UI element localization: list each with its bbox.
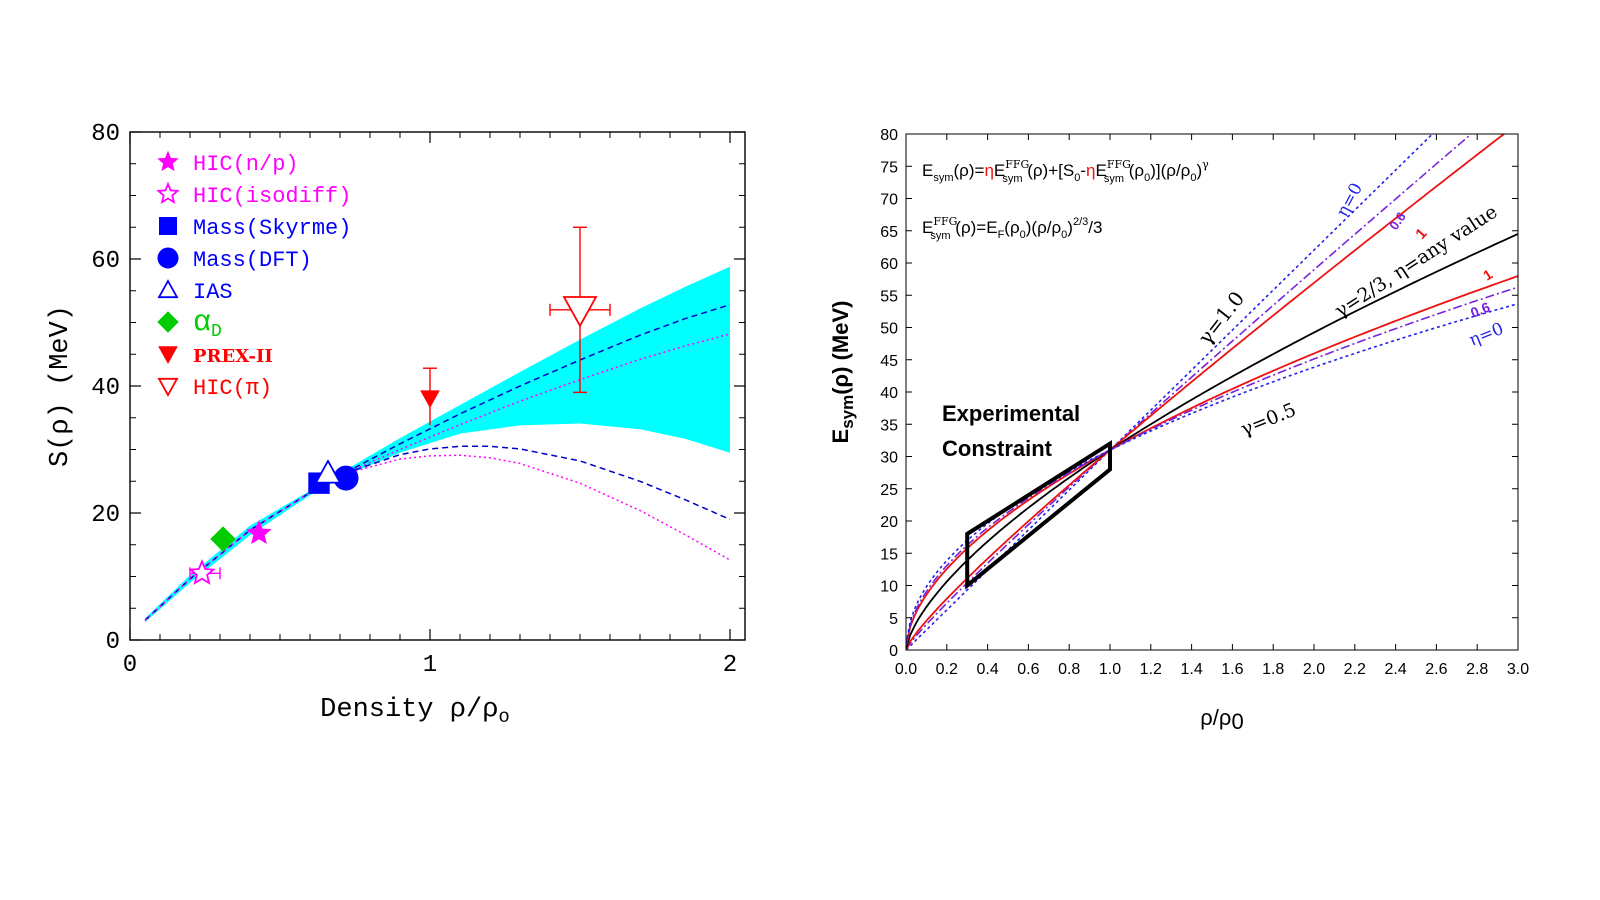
esym-curve-5 — [906, 275, 1518, 646]
left-markers-layer — [188, 226, 611, 585]
uncertainty-band — [145, 266, 730, 623]
label-eta06-top: 0.6 — [1386, 209, 1409, 232]
x-tick-label: 0.0 — [895, 661, 917, 678]
y-tick-label: 70 — [880, 192, 898, 209]
right-plot-frame — [905, 133, 1519, 651]
esym-curve-7 — [906, 302, 1518, 644]
x-tick-label: 2.0 — [1303, 661, 1325, 678]
right-chart: 0.0 0.2 0.4 0.6 0.8 1.0 1.2 1.4 1.6 1.8 2.0 2.2 2.4 2… — [828, 127, 1529, 734]
data-marker-5 — [314, 459, 342, 484]
y-tick-label: 45 — [880, 353, 898, 370]
y-tick-label: 50 — [880, 321, 898, 338]
data-marker-7 — [420, 390, 440, 409]
esym-curve-2 — [906, 134, 1473, 650]
x-tick-label: 2.6 — [1425, 661, 1447, 678]
x-tick-label: 2.8 — [1466, 661, 1488, 678]
legend-marker-7 — [158, 346, 178, 365]
right-x-axis-label: ρ/ρ0 — [1200, 705, 1243, 734]
y-tick-label: 60 — [880, 256, 898, 273]
right-y-axis-label: Esym(ρ) (MeV) — [828, 301, 857, 444]
y-tick-label: 60 — [91, 248, 120, 275]
y-tick-label: 15 — [880, 546, 898, 563]
legend-label-3: Mass(Skyrme) — [193, 216, 351, 241]
y-tick-label: 35 — [880, 417, 898, 434]
left-band-layer — [145, 266, 730, 623]
x-tick-label: 2 — [723, 652, 737, 679]
legend-marker-1 — [157, 150, 179, 172]
legend-label-6: αD — [193, 306, 222, 342]
esym-curve-1 — [906, 134, 1434, 650]
data-marker-1 — [246, 519, 272, 545]
y-tick-label: 20 — [880, 514, 898, 531]
x-tick-label: 0.4 — [976, 661, 998, 678]
y-tick-label: 40 — [91, 375, 120, 402]
esym-curve-6 — [906, 286, 1518, 645]
series-line-3 — [144, 445, 731, 621]
x-tick-label: 0.6 — [1017, 661, 1039, 678]
legend-label-2: HIC(isodiff) — [193, 184, 351, 209]
y-tick-label: 55 — [880, 288, 898, 305]
legend-marker-4 — [157, 247, 179, 269]
label-gamma-1: γ=1.0 — [1193, 287, 1249, 349]
formula-effg: EFFG sym (ρ)=EF(ρ0)(ρ/ρ0)2/3/3 — [922, 215, 1102, 242]
y-tick-label: 80 — [91, 121, 120, 148]
esym-curve-3 — [906, 134, 1506, 650]
data-marker-6 — [210, 526, 236, 552]
label-gamma-0-5: γ=0.5 — [1238, 399, 1300, 441]
x-tick-label: 1.8 — [1262, 661, 1284, 678]
legend-marker-3 — [159, 217, 177, 235]
left-y-axis-label: S(ρ) (MeV) — [46, 305, 76, 467]
right-annotations: γ=1.0 γ=2/3, η=any valueγ=0.5η=00.6110.6η… — [1193, 180, 1507, 441]
x-tick-label: 0.8 — [1058, 661, 1080, 678]
right-ticks-layer: 0.0 0.2 0.4 0.6 0.8 1.0 1.2 1.4 1.6 1.8 2.0 2.2 2.4 2… — [880, 127, 1529, 678]
data-marker-8 — [562, 296, 598, 328]
x-tick-label: 2.4 — [1384, 661, 1406, 678]
label-eta0-bot: η=0 — [1466, 319, 1506, 351]
esym-curve-4 — [906, 232, 1518, 649]
legend-marker-5 — [157, 279, 179, 299]
y-tick-label: 0 — [106, 629, 120, 656]
y-tick-label: 20 — [91, 502, 120, 529]
x-tick-label: 2.2 — [1344, 661, 1366, 678]
left-x-axis-label: Density ρ/ρo — [320, 695, 510, 728]
y-tick-label: 30 — [880, 450, 898, 467]
label-eta1-bot: 1 — [1480, 266, 1495, 284]
legend-marker-8 — [157, 377, 179, 397]
legend-label-1: HIC(n/p) — [193, 152, 299, 177]
x-tick-label: 1.0 — [1099, 661, 1121, 678]
legend-label-7: PREX-II — [193, 346, 273, 367]
constraint-label-line1: Experimental — [942, 401, 1080, 426]
label-eta06-bot: 0.6 — [1468, 299, 1492, 321]
y-tick-label: 10 — [880, 579, 898, 596]
legend-label-8: HIC(π) — [193, 376, 272, 401]
y-tick-label: 40 — [880, 385, 898, 402]
x-tick-label: 1 — [423, 652, 437, 679]
x-tick-label: 0 — [123, 652, 137, 679]
y-tick-label: 80 — [880, 127, 898, 144]
y-tick-label: 75 — [880, 159, 898, 176]
left-legend: HIC(n/p) HIC(isodiff) Mass(Skyrme) Mass(DFT… — [156, 150, 351, 401]
x-tick-label: 3.0 — [1507, 661, 1529, 678]
x-tick-label: 1.4 — [1180, 661, 1202, 678]
label-eta0-top: η=0 — [1333, 180, 1367, 221]
x-tick-label: 1.2 — [1140, 661, 1162, 678]
formula-esym: Esym(ρ)=ηEFFG sym (ρ)+[S0-ηEFFG sym (ρ0)](… — [922, 158, 1209, 185]
legend-marker-2 — [156, 181, 180, 204]
legend-label-4: Mass(DFT) — [193, 248, 312, 273]
data-marker-2 — [188, 558, 216, 585]
experimental-constraint-box — [965, 439, 1112, 590]
x-tick-label: 1.6 — [1221, 661, 1243, 678]
legend-marker-6 — [157, 311, 179, 333]
x-tick-label: 0.2 — [936, 661, 958, 678]
y-tick-label: 0 — [889, 643, 898, 660]
y-tick-label: 25 — [880, 482, 898, 499]
y-tick-label: 65 — [880, 224, 898, 241]
legend-label-5: IAS — [193, 280, 233, 305]
constraint-label-line2: Constraint — [942, 436, 1053, 461]
y-tick-label: 5 — [889, 611, 898, 628]
